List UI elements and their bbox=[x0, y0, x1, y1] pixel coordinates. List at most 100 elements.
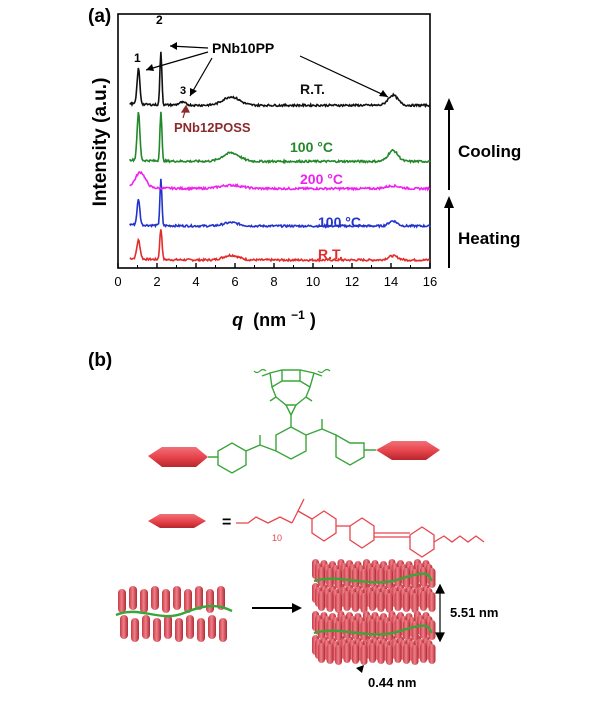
mesogen-rod bbox=[219, 618, 227, 642]
x-tick-label: 4 bbox=[192, 274, 199, 289]
mesogen-rod bbox=[335, 593, 342, 613]
x-tick-label: 2 bbox=[153, 274, 160, 289]
mesogen-rod bbox=[131, 618, 139, 642]
series-label: R.T. bbox=[300, 81, 325, 97]
mesogen-rod bbox=[217, 586, 225, 610]
x-tick-label: 6 bbox=[231, 274, 238, 289]
mesogen-rod bbox=[403, 644, 410, 664]
mesogen-rod bbox=[377, 568, 385, 588]
mesogen-rod bbox=[420, 591, 427, 611]
mesogen-rod bbox=[343, 619, 351, 639]
mesogen-rod bbox=[411, 645, 419, 665]
mesogen-rod bbox=[343, 643, 351, 663]
mesogen-rod bbox=[318, 567, 325, 587]
mesogen-rod bbox=[186, 615, 194, 639]
pnb12poss-arrow bbox=[180, 104, 190, 119]
mesogen-rod bbox=[394, 619, 402, 639]
series-label: 100 °C bbox=[290, 139, 333, 155]
x-tick-label: 16 bbox=[423, 274, 437, 289]
mesogen-rod bbox=[360, 645, 368, 665]
mesogen-rod bbox=[153, 618, 161, 642]
spacer-subscript: 10 bbox=[272, 533, 282, 543]
backbone-chain bbox=[115, 604, 233, 618]
polymer-mesogens bbox=[148, 441, 440, 467]
heating-arrow bbox=[444, 196, 454, 268]
series-label: 200 °C bbox=[300, 171, 343, 187]
assembly-arrow bbox=[252, 603, 302, 613]
peak-label-3: 3 bbox=[180, 85, 186, 97]
series-line bbox=[128, 111, 431, 165]
mesogen-rod bbox=[360, 593, 368, 613]
mesogen-rod bbox=[377, 592, 385, 612]
x-tick-label: 0 bbox=[114, 274, 121, 289]
series-label: 100 °C bbox=[318, 214, 361, 230]
x-tick-label: 10 bbox=[306, 274, 320, 289]
mesogen-rod bbox=[343, 591, 351, 611]
layer-spacing-arrow bbox=[435, 583, 445, 643]
mesogen-rod bbox=[164, 615, 172, 639]
heating-label: Heating bbox=[458, 229, 520, 248]
mesogen-rod bbox=[173, 586, 181, 610]
stacked-assembly bbox=[312, 559, 436, 665]
mesogen-rod bbox=[326, 644, 334, 664]
x-tick-label: 8 bbox=[270, 274, 277, 289]
mesogen-rod bbox=[394, 643, 402, 663]
mesogen-rod bbox=[352, 620, 359, 640]
x-axis-label-q: q bbox=[232, 310, 243, 330]
mesogen-rod bbox=[184, 589, 192, 613]
mesogen-rod bbox=[360, 621, 368, 641]
mesogen-rod bbox=[411, 569, 419, 589]
equals-sign: = bbox=[222, 514, 231, 531]
mesogen-rod bbox=[318, 619, 325, 639]
mesogen-rod bbox=[206, 589, 214, 613]
mesogen-rod bbox=[386, 569, 393, 589]
mesogen-rod bbox=[140, 589, 148, 613]
x-tick-label: 14 bbox=[384, 274, 398, 289]
mesogen-rod bbox=[369, 619, 376, 639]
annotation-arrowheads bbox=[146, 42, 388, 97]
mesogen-rod bbox=[377, 644, 385, 664]
mesogen-rod bbox=[369, 567, 376, 587]
cooling-arrow bbox=[444, 98, 454, 190]
x-tick-label: 12 bbox=[345, 274, 359, 289]
lateral-spacing-label: 0.44 nm bbox=[368, 675, 416, 690]
mesogen-rod bbox=[352, 568, 359, 588]
mesogen-rod bbox=[195, 586, 203, 610]
mesogen-rod bbox=[377, 620, 385, 640]
mesogen-rod bbox=[420, 643, 427, 663]
layer-spacing-label: 5.51 nm bbox=[450, 605, 498, 620]
x-axis-label-unit: (nm bbox=[253, 310, 286, 330]
mesogen-rod bbox=[394, 567, 402, 587]
mesogen-legend: = bbox=[148, 514, 231, 531]
mesogen-rod bbox=[403, 592, 410, 612]
mesogen-rod bbox=[208, 615, 216, 639]
mesogen-rod bbox=[360, 569, 368, 589]
x-ticks: 0 2 4 6 8 10 12 14 16 bbox=[114, 263, 437, 289]
mesogen-rod bbox=[428, 620, 436, 640]
mesogen-rod bbox=[120, 615, 128, 639]
series-label: R.T. bbox=[318, 246, 343, 262]
mesogen-rod bbox=[162, 589, 170, 613]
mesogen-rod bbox=[428, 644, 436, 664]
curves bbox=[128, 51, 431, 263]
panel-a-label: (a) bbox=[88, 6, 112, 27]
mesogen-rod bbox=[129, 586, 137, 610]
y-axis-label: Intensity (a.u.) bbox=[90, 78, 111, 207]
mesogen-rod bbox=[386, 593, 393, 613]
mesogen-rod bbox=[420, 567, 427, 587]
panel-b-label: (b) bbox=[88, 350, 113, 371]
x-axis-label-exp: −1 bbox=[291, 308, 305, 322]
cooling-label: Cooling bbox=[458, 142, 521, 161]
mesogen-rod bbox=[142, 615, 150, 639]
lateral-spacing-arrow bbox=[356, 665, 364, 673]
mesogen-rod bbox=[318, 591, 325, 611]
mesogen-rod bbox=[369, 591, 376, 611]
x-axis-label: q (nm −1 ) bbox=[232, 303, 316, 330]
series-line bbox=[129, 171, 431, 192]
annotation-pnb12poss: PNb12POSS bbox=[174, 120, 251, 135]
backbone-wavy-ends bbox=[253, 368, 331, 374]
mesogen-rod bbox=[411, 621, 419, 641]
mesogen-rod bbox=[326, 592, 334, 612]
series-line bbox=[129, 178, 431, 229]
mesogen-rod bbox=[335, 645, 342, 665]
